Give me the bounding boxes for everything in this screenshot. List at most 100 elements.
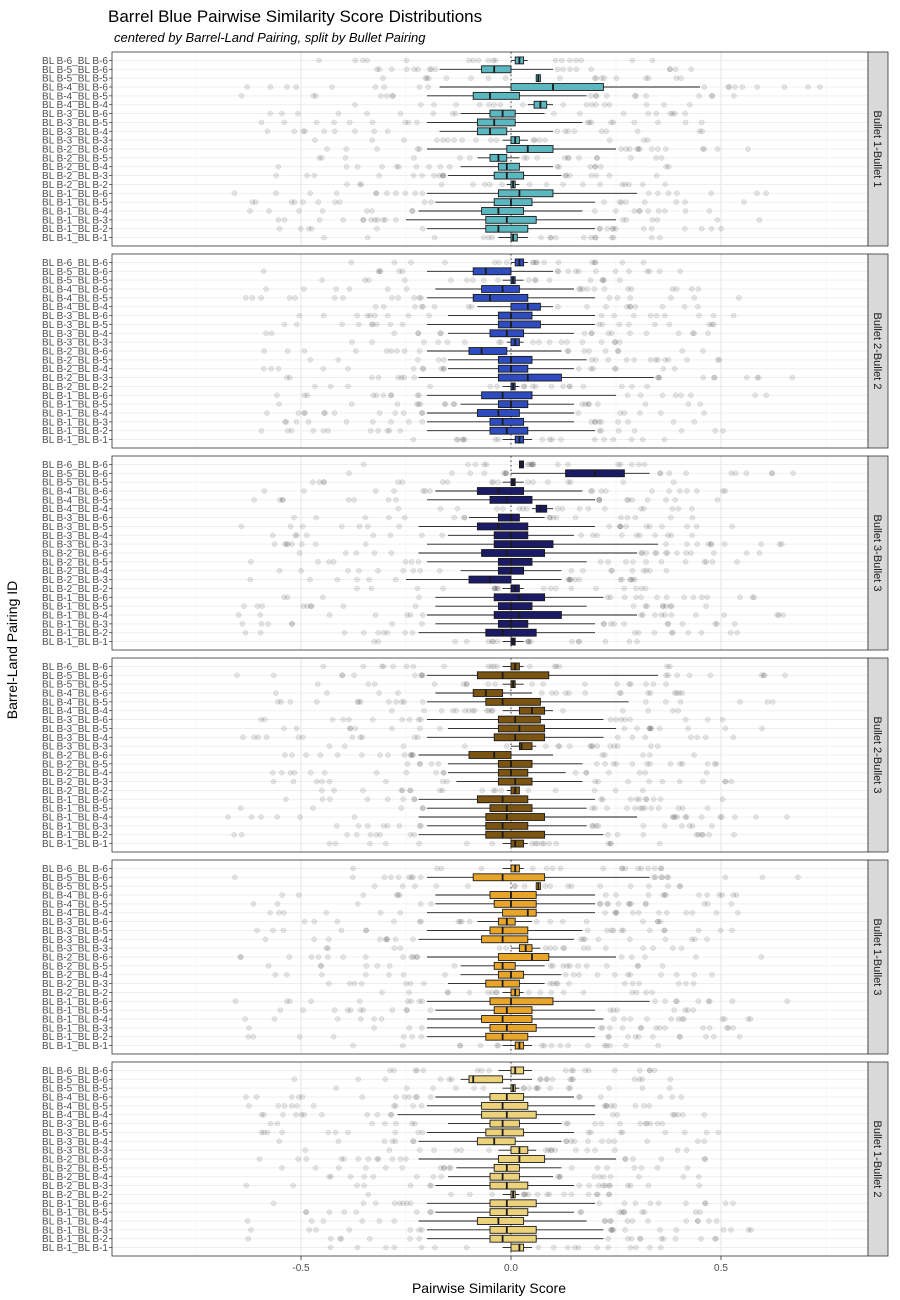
iqr-box [497, 619, 529, 628]
outlier-point [491, 101, 498, 108]
outlier-point [372, 612, 379, 618]
outlier-point [681, 225, 688, 232]
outlier-point [440, 137, 446, 143]
outlier-point [687, 550, 694, 556]
outlier-point [705, 330, 711, 337]
iqr-box [485, 215, 537, 224]
outlier-point [619, 259, 626, 266]
outlier-point [627, 330, 633, 337]
outlier-point [371, 550, 378, 556]
outlier-point [479, 787, 486, 794]
outlier-point [682, 814, 689, 820]
outlier-point [296, 1094, 302, 1100]
panel-2: Bullet 2-Bullet 2BL B-6_BL B-6BL B-5_BL … [42, 253, 889, 449]
outlier-point [276, 909, 282, 916]
outlier-point [444, 479, 451, 485]
y-tick-label: BL B-2_BL B-3 [42, 979, 108, 990]
outlier-point [537, 1076, 544, 1083]
outlier-point [419, 805, 426, 811]
outlier-point [685, 629, 692, 636]
outlier-point [384, 936, 391, 943]
outlier-point [759, 725, 765, 732]
outlier-point [408, 998, 415, 1005]
outlier-point [548, 234, 554, 241]
outlier-point [651, 629, 658, 636]
outlier-point [737, 594, 743, 601]
outlier-point [351, 672, 357, 679]
outlier-point [250, 901, 257, 907]
outlier-point [331, 128, 338, 135]
outlier-point [752, 392, 759, 399]
outlier-point [645, 892, 652, 898]
outlier-point [730, 1025, 736, 1031]
outlier-point [418, 672, 425, 679]
outlier-point [602, 1218, 608, 1224]
iqr-box [485, 1128, 525, 1137]
outlier-point [276, 401, 282, 407]
box-12 [247, 557, 740, 566]
iqr-box [497, 400, 529, 409]
outlier-point [628, 1235, 635, 1242]
outlier-point [572, 514, 579, 521]
outlier-point [581, 330, 588, 337]
outlier-point [700, 374, 707, 381]
outlier-point [360, 217, 367, 223]
outlier-point [543, 743, 549, 749]
outlier-point [621, 410, 628, 416]
outlier-point [599, 1138, 605, 1145]
outlier-point [706, 1218, 712, 1224]
outlier-point [457, 918, 464, 925]
outlier-point [583, 769, 589, 776]
outlier-point [701, 1111, 708, 1118]
outlier-point [552, 57, 559, 64]
outlier-point [302, 1147, 309, 1153]
outlier-point [378, 93, 384, 99]
outlier-point [521, 383, 528, 390]
outlier-point [288, 199, 295, 205]
outlier-point [691, 936, 698, 943]
outlier-point [663, 603, 670, 609]
outlier-point [690, 594, 697, 601]
outlier-point [258, 119, 265, 126]
outlier-point [648, 805, 655, 811]
outlier-point [608, 621, 614, 627]
outlier-point [417, 401, 424, 407]
iqr-box [468, 347, 508, 355]
outlier-point [747, 1016, 754, 1022]
outlier-point [656, 909, 662, 916]
panel-3: Bullet 3-Bullet 3BL B-6_BL B-6BL B-5_BL … [42, 455, 889, 651]
outlier-point [391, 1200, 398, 1207]
outlier-point [289, 541, 296, 547]
outlier-point [722, 874, 729, 881]
outlier-point [567, 479, 574, 485]
y-tick-label: BL B-3_BL B-5 [42, 118, 108, 129]
outlier-point [628, 576, 634, 583]
outlier-point [691, 330, 697, 337]
iqr-box [489, 1172, 520, 1181]
outlier-point [553, 663, 560, 670]
outlier-point [658, 874, 665, 881]
outlier-point [541, 840, 547, 847]
outlier-point [635, 909, 642, 916]
outlier-point [391, 330, 398, 337]
outlier-point [701, 410, 707, 416]
outlier-point [606, 1033, 612, 1040]
outlier-point [644, 761, 651, 767]
outlier-point [708, 541, 714, 547]
outlier-point [371, 312, 378, 319]
outlier-point [412, 672, 418, 679]
outlier-point [670, 479, 677, 485]
outlier-point [670, 707, 676, 714]
outlier-point [525, 1191, 532, 1198]
outlier-point [559, 918, 566, 925]
outlier-point [384, 823, 391, 829]
outlier-point [653, 550, 660, 556]
outlier-point [667, 663, 673, 670]
outlier-point [427, 383, 433, 390]
box-7 [301, 917, 664, 926]
outlier-point [420, 1067, 427, 1074]
outlier-point [632, 629, 638, 636]
outlier-point [503, 259, 510, 266]
outlier-point [362, 514, 369, 521]
outlier-point [529, 681, 536, 687]
